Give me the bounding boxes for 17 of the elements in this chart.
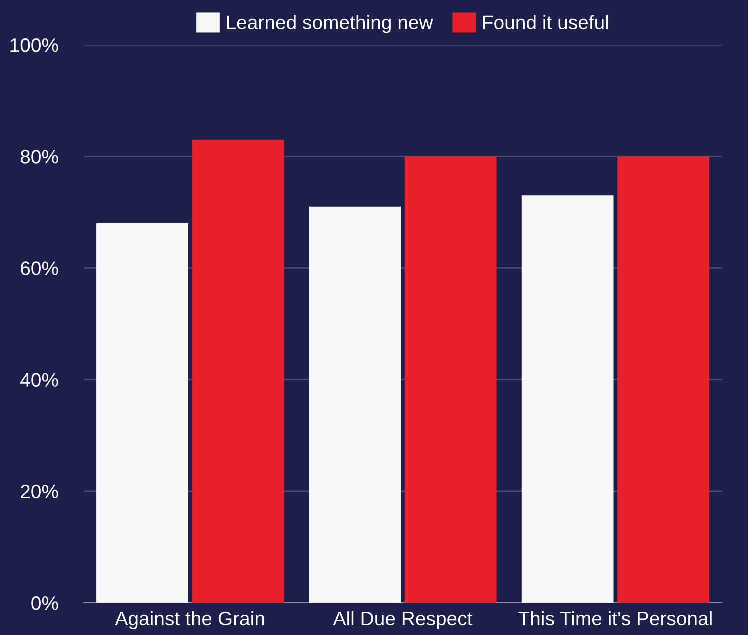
x-tick-label: All Due Respect (333, 611, 473, 630)
bar (309, 206, 402, 603)
y-tick-label: 100% (10, 38, 58, 52)
y-tick-label: 0% (32, 596, 58, 610)
bar (522, 196, 614, 603)
x-tick-label: Against the Grain (115, 611, 264, 630)
y-tick-label: 40% (20, 373, 58, 388)
bar (404, 156, 497, 603)
legend-label: Found it useful (483, 15, 608, 30)
bar (96, 224, 188, 603)
y-tick-label: 60% (21, 262, 58, 276)
y-tick-label: 20% (21, 484, 58, 499)
bar (618, 156, 710, 603)
x-tick-label: This Time it's Personal (518, 611, 712, 626)
legend-label: Learned something new (227, 15, 434, 34)
y-tick-label: 80% (20, 150, 58, 164)
bar (192, 140, 284, 603)
